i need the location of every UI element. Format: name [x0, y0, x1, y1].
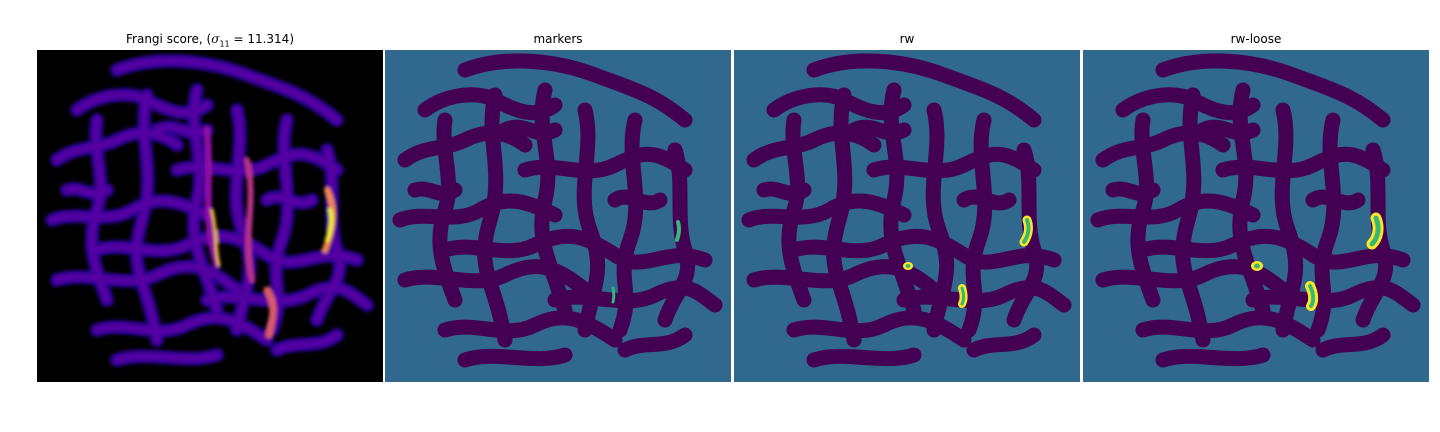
frangi-score-svg — [37, 50, 383, 382]
title-prefix: Frangi score, ( — [126, 32, 212, 46]
panel-title-frangi: Frangi score, (σ11 = 11.314) — [37, 32, 383, 48]
markers-image — [385, 50, 731, 382]
title-suffix: = 11.314) — [229, 32, 294, 46]
rw-segments — [903, 215, 1033, 308]
panel-title-rw: rw — [899, 32, 915, 46]
rw-loose-segments — [1251, 212, 1384, 311]
markers-svg — [385, 50, 731, 382]
marker-seed-2 — [611, 286, 616, 304]
rw-loose-image — [1083, 50, 1429, 382]
panel-title-markers: markers — [533, 32, 583, 46]
marker-seed-1 — [675, 220, 682, 242]
sigma-symbol: σ — [211, 32, 220, 46]
panel-title-rw-loose: rw-loose — [1230, 32, 1282, 46]
sigma-subscript: 11 — [219, 39, 230, 49]
rw-svg — [734, 50, 1080, 382]
frangi-score-image — [37, 50, 383, 382]
rw-image — [734, 50, 1080, 382]
rw-loose-svg — [1083, 50, 1429, 382]
